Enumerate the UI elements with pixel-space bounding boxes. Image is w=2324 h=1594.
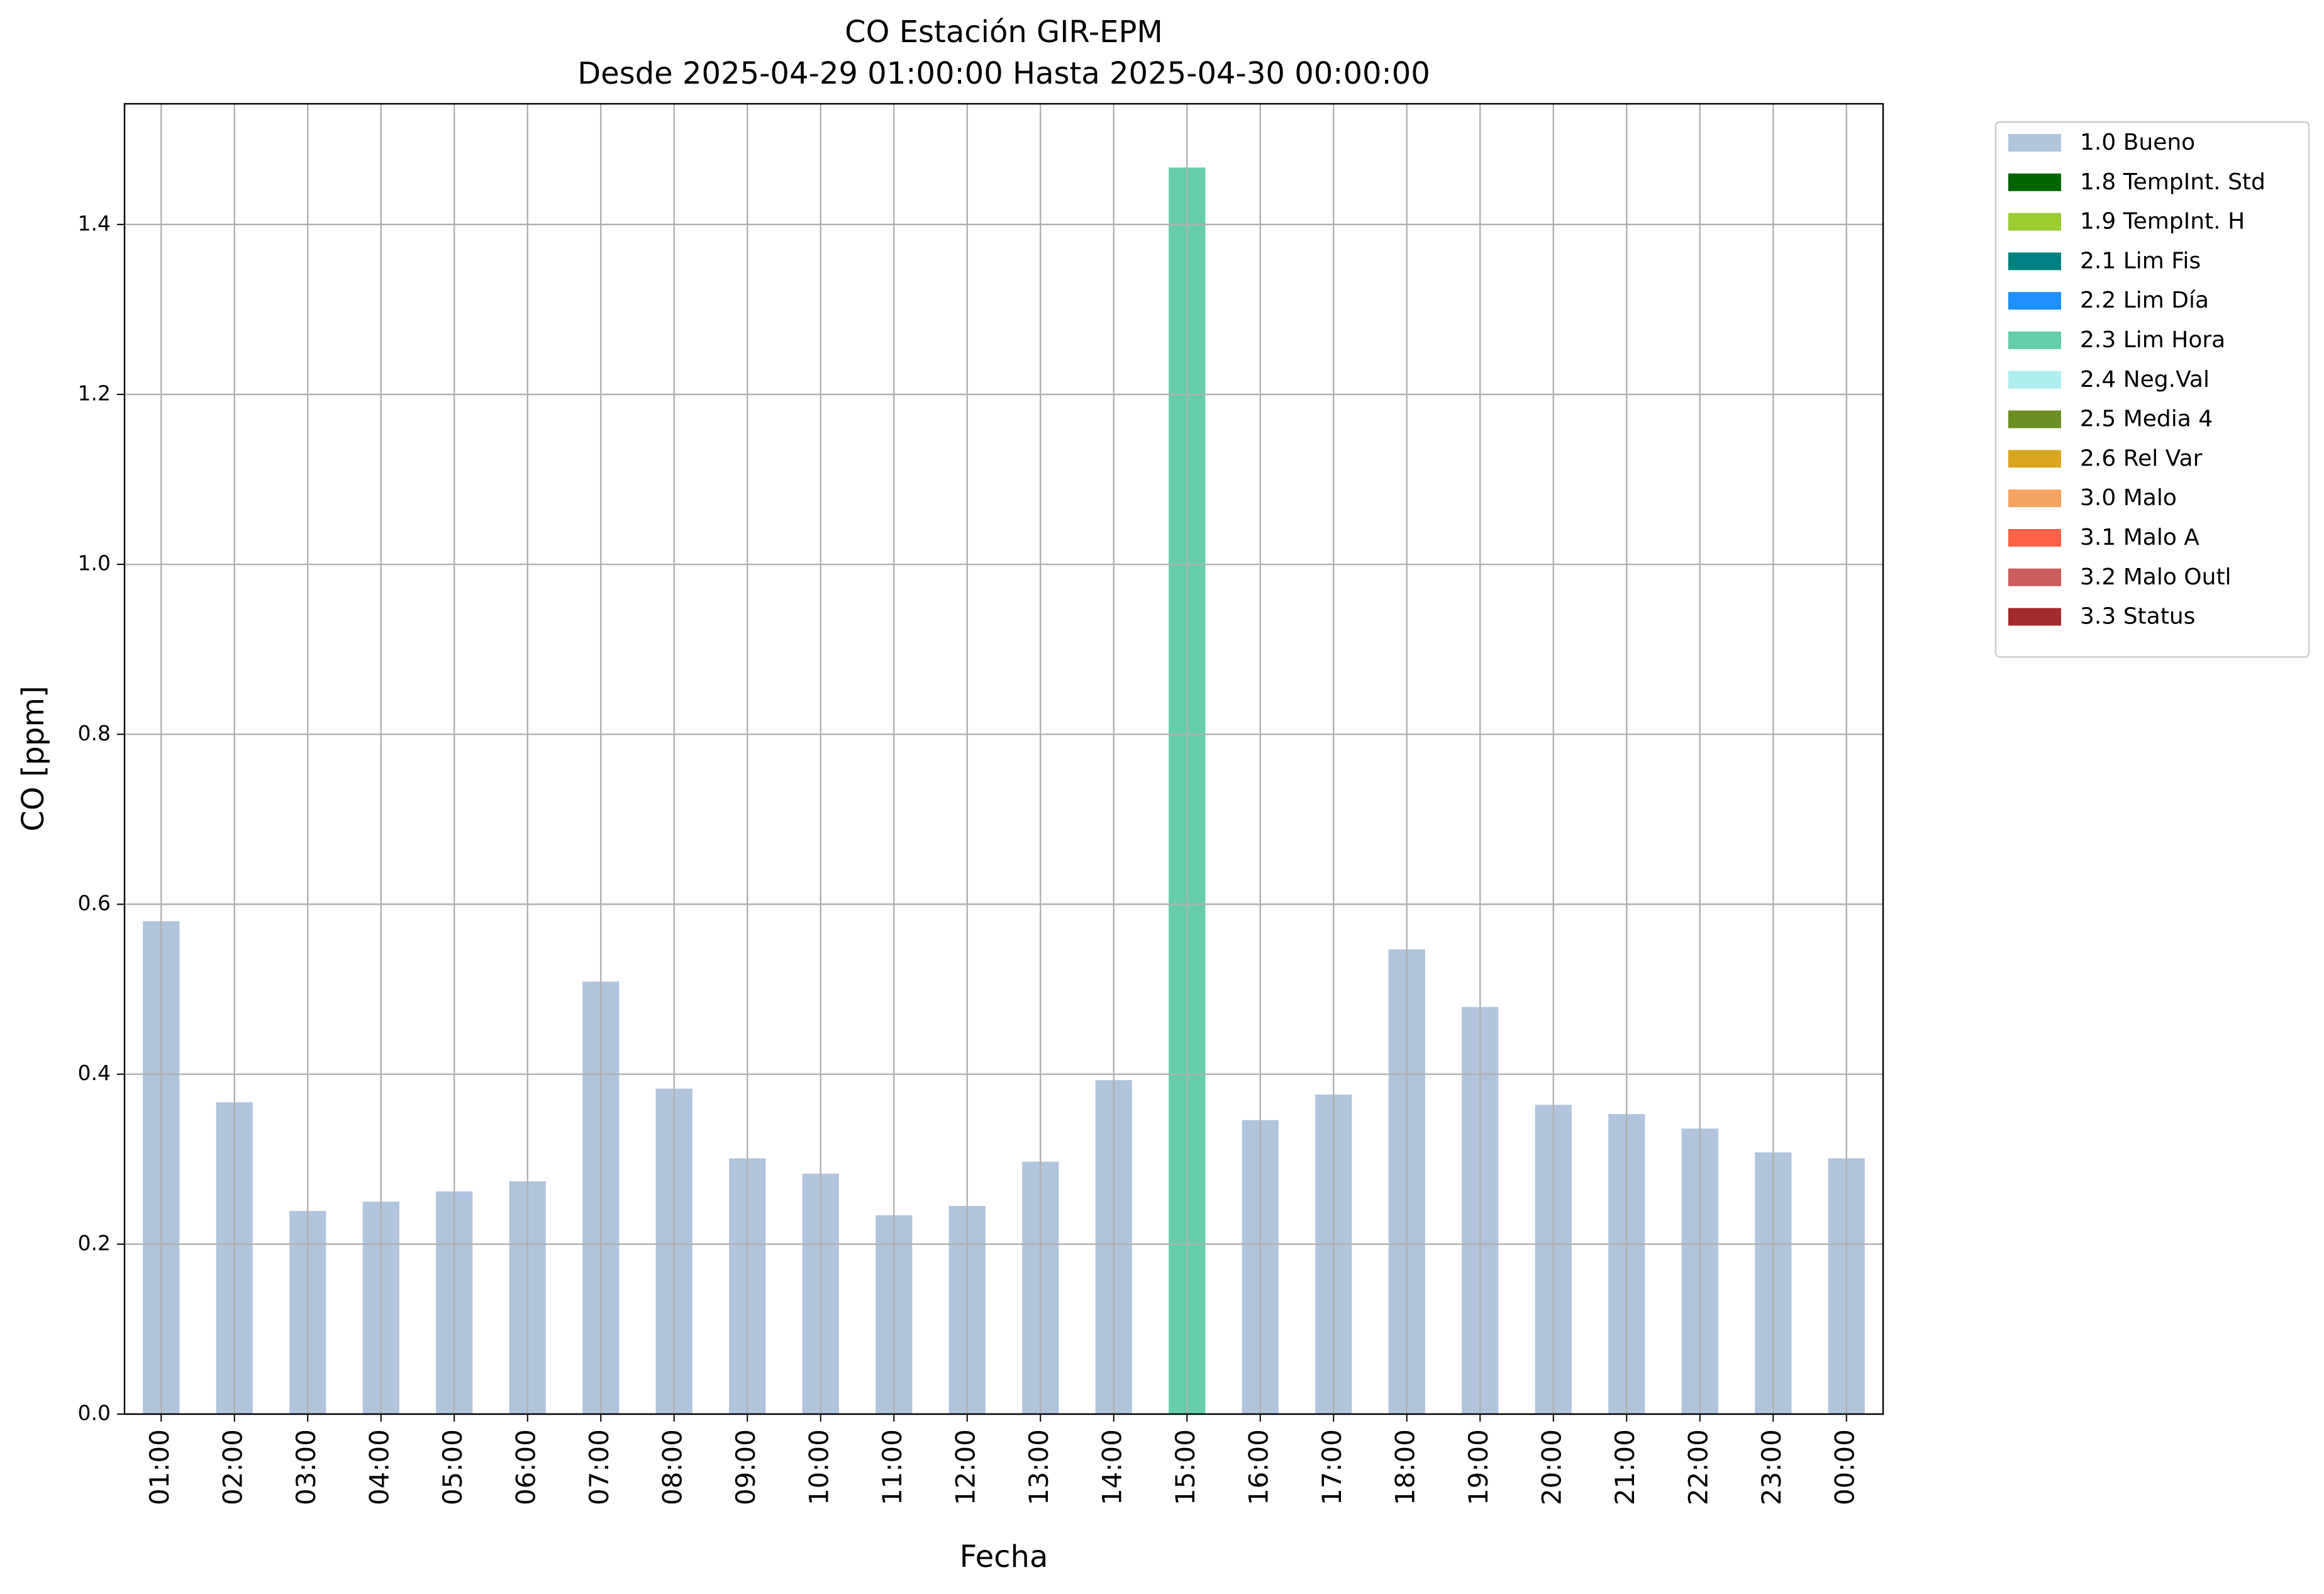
x-tick-label: 09:00 [730, 1429, 761, 1505]
y-tick-label: 1.0 [78, 551, 111, 576]
legend-swatch [2008, 252, 2061, 270]
legend-swatch [2008, 568, 2061, 586]
legend-swatch [2008, 134, 2061, 152]
legend-label: 1.9 TempInt. H [2080, 209, 2245, 235]
chart-subtitle: Desde 2025-04-29 01:00:00 Hasta 2025-04-… [577, 56, 1430, 91]
y-tick-label: 0.2 [78, 1230, 111, 1255]
legend-label: 2.3 Lim Hora [2080, 327, 2225, 353]
x-tick-label: 22:00 [1682, 1429, 1713, 1505]
y-tick-label: 0.6 [78, 891, 111, 915]
legend-label: 2.4 Neg.Val [2080, 367, 2210, 393]
y-tick-label: 0.8 [78, 721, 111, 745]
legend-swatch [2008, 371, 2061, 389]
x-tick-label: 04:00 [364, 1429, 394, 1505]
x-tick-label: 21:00 [1610, 1429, 1640, 1505]
legend-label: 2.1 Lim Fis [2080, 248, 2201, 274]
legend-label: 3.2 Malo Outl [2080, 564, 2232, 590]
legend-label: 2.2 Lim Día [2080, 287, 2209, 313]
legend-swatch [2008, 489, 2061, 508]
x-tick-label: 11:00 [877, 1429, 908, 1505]
y-axis-label: CO [ppm] [16, 686, 51, 832]
x-tick-label: 16:00 [1243, 1429, 1274, 1505]
x-tick-label: 17:00 [1316, 1429, 1347, 1505]
x-tick-label: 06:00 [510, 1429, 541, 1505]
x-tick-label: 10:00 [803, 1429, 834, 1505]
x-tick-label: 02:00 [217, 1429, 248, 1505]
y-tick-label: 1.2 [78, 381, 111, 405]
x-tick-label: 20:00 [1536, 1429, 1567, 1505]
x-tick-label: 07:00 [584, 1429, 614, 1505]
legend-swatch [2008, 292, 2061, 310]
legend-swatch [2008, 173, 2061, 191]
legend-label: 1.8 TempInt. Std [2080, 169, 2266, 195]
legend-swatch [2008, 410, 2061, 428]
x-tick-label: 00:00 [1829, 1429, 1860, 1505]
legend-label: 2.6 Rel Var [2080, 445, 2203, 471]
x-tick-label: 23:00 [1756, 1429, 1787, 1505]
x-tick-label: 18:00 [1389, 1429, 1420, 1505]
x-tick-label: 03:00 [291, 1429, 321, 1505]
legend-label: 3.3 Status [2080, 604, 2195, 630]
legend-label: 2.5 Media 4 [2080, 406, 2213, 432]
legend-label: 1.0 Bueno [2080, 130, 2195, 155]
x-tick-label: 14:00 [1096, 1429, 1127, 1505]
x-tick-label: 13:00 [1023, 1429, 1054, 1505]
y-tick-label: 1.4 [78, 211, 111, 235]
x-tick-label: 08:00 [657, 1429, 687, 1505]
x-tick-label: 15:00 [1170, 1429, 1201, 1505]
x-tick-label: 05:00 [437, 1429, 468, 1505]
legend-label: 3.0 Malo [2080, 485, 2177, 511]
y-tick-label: 0.0 [78, 1401, 111, 1425]
chart-title: CO Estación GIR-EPM [845, 14, 1163, 50]
plot-frame [123, 103, 1884, 1415]
legend-swatch [2008, 608, 2061, 626]
legend-swatch [2008, 450, 2061, 468]
y-tick-label: 0.4 [78, 1061, 111, 1085]
legend-box [1994, 121, 2310, 658]
legend-swatch [2008, 213, 2061, 231]
x-tick-label: 12:00 [950, 1429, 981, 1505]
legend-label: 3.1 Malo A [2080, 525, 2199, 550]
x-axis-label: Fecha [960, 1539, 1048, 1574]
legend-swatch [2008, 332, 2061, 349]
x-tick-label: 01:00 [144, 1429, 175, 1505]
legend-swatch [2008, 529, 2061, 547]
x-tick-label: 19:00 [1463, 1429, 1494, 1505]
